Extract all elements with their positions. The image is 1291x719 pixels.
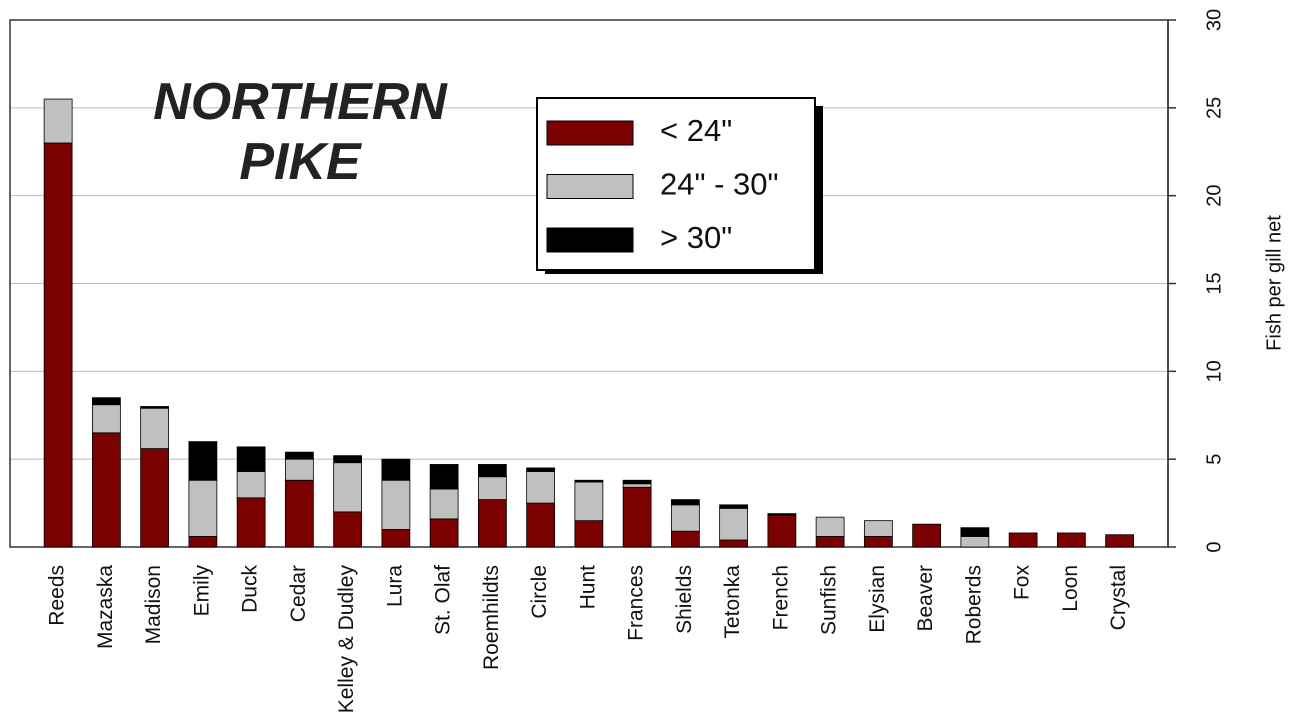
x-tick-label: Roemhildts: [480, 565, 503, 670]
bar-segment: [477, 499, 507, 548]
legend-label: < 24": [660, 113, 732, 148]
bar-segment: [815, 536, 845, 548]
bar-segment: [719, 539, 749, 548]
y-tick-label: 25: [1203, 97, 1225, 119]
y-tick-label: 15: [1203, 272, 1225, 294]
bar-segment: [960, 527, 990, 537]
bar-segment: [236, 446, 266, 472]
y-tick-label: 5: [1203, 454, 1225, 465]
bar-segment: [429, 488, 459, 520]
bar-segment: [526, 502, 556, 548]
x-tick-label: Elysian: [866, 565, 889, 633]
bar-segment: [863, 520, 893, 537]
x-tick-label: Sunfish: [818, 565, 841, 635]
bar-segment: [140, 448, 170, 548]
bar-segment: [622, 486, 652, 548]
bar-segment: [526, 467, 556, 472]
bar-segment: [719, 507, 749, 541]
legend-swatch: [546, 174, 634, 199]
legend: < 24" 24" - 30" > 30": [536, 97, 823, 274]
bar-segment: [622, 483, 652, 488]
bar-segment: [815, 516, 845, 537]
y-tick-label: 10: [1203, 360, 1225, 382]
legend-swatch: [546, 227, 634, 253]
bar-segment: [622, 479, 652, 485]
x-tick-label: Tetonka: [721, 565, 744, 639]
x-tick-label: Lura: [383, 565, 406, 607]
bar-segment: [43, 98, 73, 144]
legend-swatch: [546, 120, 634, 146]
bar-segment: [381, 479, 411, 530]
bar-segment: [863, 536, 893, 548]
bar-segment: [429, 518, 459, 548]
bar-segment: [670, 499, 700, 506]
y-tick-label: 30: [1203, 9, 1225, 31]
x-tick-label: Loon: [1059, 565, 1082, 612]
bar-segment: [574, 481, 604, 522]
bar-segment: [477, 464, 507, 478]
bar-segment: [188, 441, 218, 481]
bar-segment: [1105, 534, 1135, 548]
bar-segment: [333, 511, 363, 548]
y-tick-label: 20: [1203, 185, 1225, 207]
bar-segment: [140, 406, 170, 409]
bar-segment: [188, 479, 218, 537]
bar-segment: [91, 397, 121, 406]
bar-segment: [333, 455, 363, 464]
x-tick-label: Cedar: [287, 565, 310, 622]
bar-segment: [284, 458, 314, 481]
bar-segment: [767, 514, 797, 548]
x-tick-label: Emily: [190, 565, 213, 617]
bar-segment: [43, 142, 73, 548]
y-axis-label: Fish per gill net: [1263, 215, 1285, 351]
x-tick-label: Reeds: [46, 565, 69, 626]
x-tick-label: Fox: [1011, 565, 1034, 601]
bar-segment: [284, 451, 314, 460]
bar-segment: [381, 458, 411, 481]
bar-segment: [670, 504, 700, 532]
bar-segment: [526, 471, 556, 504]
bar-segment: [574, 520, 604, 548]
x-tick-label: Frances: [625, 565, 648, 641]
x-tick-label: Beaver: [914, 565, 937, 632]
bar-segment: [284, 479, 314, 548]
bar-segment: [477, 476, 507, 500]
x-tick-label: Kelley & Dudley: [335, 565, 358, 714]
bar-segment: [429, 464, 459, 490]
y-tick-label: 0: [1203, 541, 1225, 552]
bar-segment: [140, 407, 170, 450]
bar-segment: [1008, 532, 1038, 548]
x-tick-label: French: [769, 565, 792, 630]
bar-segment: [236, 497, 266, 548]
x-tick-label: Crystal: [1107, 565, 1130, 630]
bar-segment: [960, 536, 990, 548]
bar-segment: [188, 536, 218, 548]
chart-title: NORTHERN PIKE: [153, 73, 447, 191]
legend-label: > 30": [660, 220, 732, 255]
bar-segment: [719, 504, 749, 509]
bar-segment: [574, 479, 604, 483]
bar-segment: [767, 513, 797, 516]
x-tick-label: Mazaska: [94, 565, 117, 649]
bar-segment: [381, 529, 411, 548]
bar-segment: [670, 530, 700, 548]
x-tick-label: Circle: [528, 565, 551, 619]
x-tick-label: Hunt: [576, 565, 599, 610]
bar-segment: [91, 432, 121, 548]
bar-segment: [91, 404, 121, 434]
bar-segment: [236, 471, 266, 499]
x-tick-label: St. Olaf: [432, 565, 455, 635]
bar-segment: [333, 462, 363, 513]
x-tick-label: Duck: [239, 565, 262, 613]
x-tick-label: Roberds: [962, 565, 985, 644]
bar-segment: [1056, 532, 1086, 548]
x-tick-label: Shields: [673, 565, 696, 634]
x-tick-label: Madison: [142, 565, 165, 644]
legend-label: 24" - 30": [660, 167, 779, 202]
bar-segment: [912, 523, 942, 548]
